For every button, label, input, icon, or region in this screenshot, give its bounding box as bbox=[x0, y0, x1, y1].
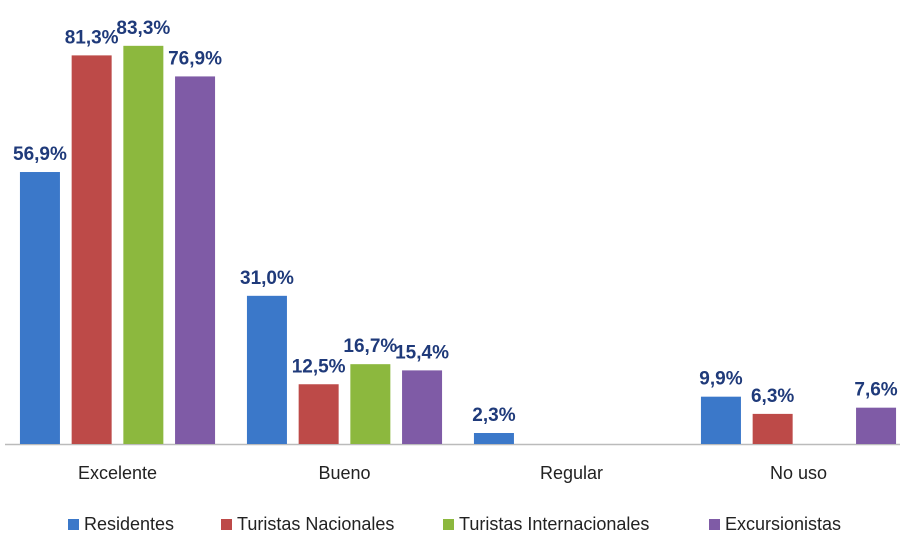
value-label: 76,9% bbox=[168, 48, 222, 69]
legend-swatch bbox=[443, 519, 454, 530]
bar bbox=[246, 295, 287, 444]
bar bbox=[700, 396, 741, 444]
x-tick-label: Excelente bbox=[78, 463, 157, 483]
bar bbox=[350, 364, 391, 444]
bar bbox=[71, 55, 112, 445]
legend-label: Excursionistas bbox=[725, 514, 841, 534]
bar bbox=[175, 76, 216, 444]
value-label: 9,9% bbox=[699, 369, 742, 390]
bar bbox=[298, 384, 339, 444]
legend-label: Turistas Nacionales bbox=[237, 514, 394, 534]
value-label: 31,0% bbox=[240, 268, 294, 289]
value-label: 6,3% bbox=[751, 386, 794, 407]
legend-swatch bbox=[709, 519, 720, 530]
legend-label: Turistas Internacionales bbox=[459, 514, 649, 534]
value-label: 83,3% bbox=[116, 18, 170, 39]
value-label: 15,4% bbox=[395, 342, 449, 363]
bar bbox=[123, 45, 164, 445]
legend-swatch bbox=[221, 519, 232, 530]
value-label: 56,9% bbox=[13, 144, 67, 165]
x-tick-label: Regular bbox=[540, 463, 603, 483]
legend-swatch bbox=[68, 519, 79, 530]
value-label: 81,3% bbox=[65, 27, 119, 48]
value-label: 2,3% bbox=[472, 405, 515, 426]
value-label: 16,7% bbox=[343, 336, 397, 357]
x-tick-label: No uso bbox=[770, 463, 827, 483]
value-label: 12,5% bbox=[292, 356, 346, 377]
x-tick-label: Bueno bbox=[318, 463, 370, 483]
bar bbox=[856, 407, 897, 444]
bar bbox=[752, 413, 793, 444]
bar bbox=[19, 172, 60, 444]
bar bbox=[402, 370, 443, 444]
value-label: 7,6% bbox=[854, 380, 897, 401]
legend-label: Residentes bbox=[84, 514, 174, 534]
bar bbox=[473, 433, 514, 444]
